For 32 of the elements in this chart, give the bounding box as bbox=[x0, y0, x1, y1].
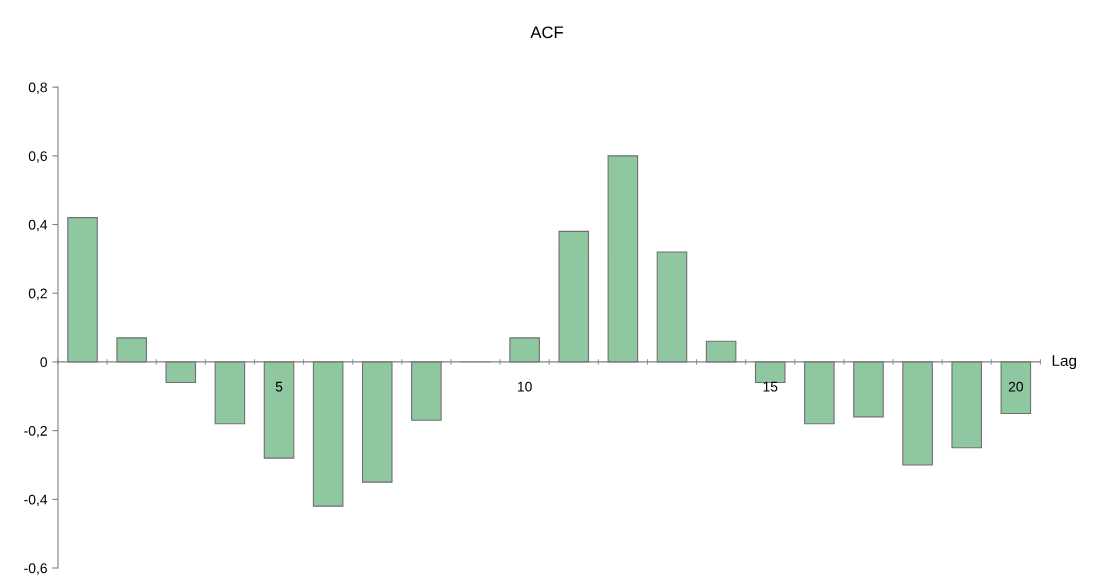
bar bbox=[853, 361, 884, 418]
bar bbox=[705, 340, 737, 363]
y-tick-label: 0 bbox=[40, 357, 48, 368]
bar bbox=[67, 217, 98, 363]
y-tick-label: 0,8 bbox=[28, 82, 47, 94]
bar bbox=[214, 361, 246, 425]
x-tick-label: 20 bbox=[1008, 381, 1024, 392]
x-tick-label: 10 bbox=[517, 381, 532, 392]
y-tick-label: -0,4 bbox=[24, 494, 48, 507]
y-tick-label: 0,2 bbox=[28, 288, 47, 301]
bar bbox=[902, 361, 933, 466]
bar bbox=[951, 361, 983, 449]
bar bbox=[411, 361, 442, 421]
y-tick-label: 0,4 bbox=[28, 219, 48, 232]
bar bbox=[1000, 361, 1032, 414]
chart-title: ACF bbox=[530, 26, 563, 39]
x-tick-label: 15 bbox=[763, 381, 778, 392]
y-tick-label: -0,2 bbox=[24, 425, 47, 438]
bar bbox=[361, 361, 393, 483]
y-tick-label: -0,6 bbox=[24, 563, 47, 575]
bar bbox=[656, 251, 688, 363]
bar bbox=[263, 361, 295, 459]
bar bbox=[607, 155, 639, 363]
bar bbox=[558, 230, 590, 363]
x-axis-title: Lag bbox=[1052, 355, 1077, 370]
bar bbox=[165, 361, 197, 384]
bar bbox=[509, 337, 540, 363]
y-tick-label: 0,6 bbox=[28, 151, 47, 163]
bar bbox=[312, 361, 344, 507]
bar bbox=[116, 337, 147, 363]
bar bbox=[804, 361, 835, 425]
x-tick-label: 5 bbox=[275, 381, 283, 392]
